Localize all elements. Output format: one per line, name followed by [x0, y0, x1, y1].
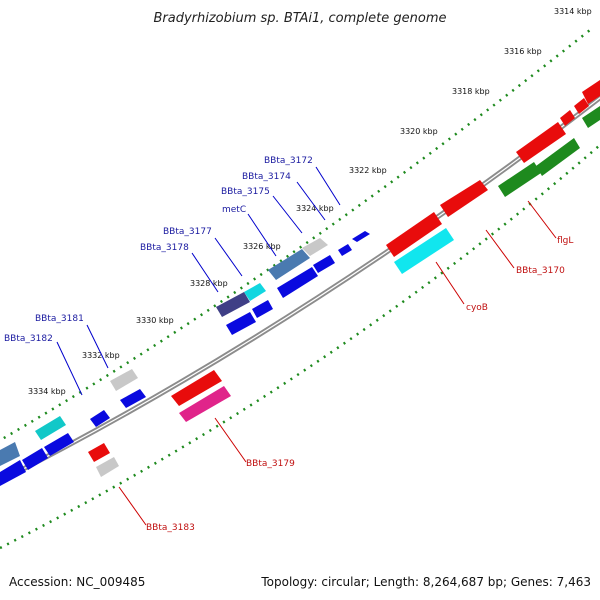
- tick-labels: 3314 kbp 3316 kbp 3318 kbp 3320 kbp 3322…: [28, 7, 592, 396]
- gene-label[interactable]: BBta_3178: [140, 243, 189, 253]
- gene-label[interactable]: metC: [222, 205, 246, 215]
- leader-lines-red: [118, 200, 557, 526]
- gene-arrow[interactable]: [171, 370, 222, 406]
- gene-arrow[interactable]: [0, 442, 20, 466]
- gene-label[interactable]: BBta_3182: [4, 334, 53, 344]
- gene-arrow[interactable]: [313, 255, 335, 273]
- tick-label: 3332 kbp: [82, 351, 120, 360]
- tick-label: 3314 kbp: [554, 7, 592, 16]
- tick-label: 3316 kbp: [504, 47, 542, 56]
- gene-arrow[interactable]: [560, 110, 575, 126]
- tick-label: 3334 kbp: [28, 387, 66, 396]
- tick-label: 3322 kbp: [349, 166, 387, 175]
- genome-backbone: [0, 94, 600, 484]
- gene-labels-red: flgL BBta_3170 cyoB BBta_3179 BBta_3183: [146, 236, 573, 533]
- gene-arrow[interactable]: [22, 448, 48, 470]
- gene-label[interactable]: flgL: [557, 236, 573, 246]
- gene-arrow[interactable]: [277, 267, 318, 298]
- gene-arrow[interactable]: [498, 162, 541, 197]
- gene-arrow[interactable]: [386, 212, 442, 257]
- scale-dotted-arc-outer: [0, 29, 591, 442]
- gene-arrow[interactable]: [110, 369, 138, 391]
- gene-label[interactable]: BBta_3172: [264, 156, 313, 166]
- gene-arrow[interactable]: [268, 249, 310, 280]
- gene-label[interactable]: cyoB: [466, 303, 488, 313]
- gene-arrow[interactable]: [574, 98, 589, 114]
- gene-labels-blue: BBta_3172 BBta_3174 BBta_3175 metC BBta_…: [4, 156, 313, 344]
- gene-arrow[interactable]: [394, 228, 454, 274]
- gene-arrow[interactable]: [302, 238, 328, 256]
- gene-arrow[interactable]: [516, 122, 566, 163]
- scale-dotted-arc-inner: [0, 144, 600, 550]
- leader-lines: [56, 166, 341, 396]
- tick-label: 3326 kbp: [243, 242, 281, 251]
- gene-label[interactable]: BBta_3177: [163, 227, 212, 237]
- gene-arrow[interactable]: [216, 292, 250, 317]
- inner-strand-genes: [88, 228, 454, 477]
- gene-label[interactable]: BBta_3183: [146, 523, 195, 533]
- gene-arrow[interactable]: [0, 460, 26, 486]
- gene-arrow[interactable]: [352, 231, 370, 242]
- gene-arrow[interactable]: [582, 80, 600, 104]
- gene-arrow[interactable]: [536, 138, 580, 176]
- tick-label: 3330 kbp: [136, 316, 174, 325]
- map-title: Bradyrhizobium sp. BTAi1, complete genom…: [153, 11, 446, 26]
- gene-label[interactable]: BBta_3179: [246, 459, 295, 469]
- tick-label: 3324 kbp: [296, 204, 334, 213]
- tick-label: 3320 kbp: [400, 127, 438, 136]
- topology-text: Topology: circular; Length: 8,264,687 bp…: [261, 575, 591, 589]
- gene-label[interactable]: BBta_3170: [516, 266, 565, 276]
- gene-label[interactable]: BBta_3174: [242, 172, 291, 182]
- accession-text: Accession: NC_009485: [9, 575, 146, 589]
- gene-arrow[interactable]: [179, 386, 231, 422]
- tick-label: 3318 kbp: [452, 87, 490, 96]
- gene-arrow[interactable]: [440, 180, 488, 217]
- gene-arrow[interactable]: [338, 244, 352, 256]
- gene-arrow[interactable]: [44, 433, 74, 456]
- gene-label[interactable]: BBta_3175: [221, 187, 270, 197]
- gene-label[interactable]: BBta_3181: [35, 314, 84, 324]
- gene-arrow[interactable]: [96, 457, 119, 477]
- gene-arrow[interactable]: [244, 283, 266, 301]
- gene-arrow[interactable]: [252, 300, 273, 318]
- tick-label: 3328 kbp: [190, 279, 228, 288]
- gene-arrow[interactable]: [35, 416, 66, 440]
- gene-arrow[interactable]: [120, 389, 146, 408]
- gene-arrow[interactable]: [88, 443, 110, 462]
- outer-strand-genes: [0, 80, 600, 486]
- gene-arrow[interactable]: [226, 312, 256, 335]
- gene-arrow[interactable]: [90, 410, 110, 427]
- gene-arrow[interactable]: [582, 106, 600, 128]
